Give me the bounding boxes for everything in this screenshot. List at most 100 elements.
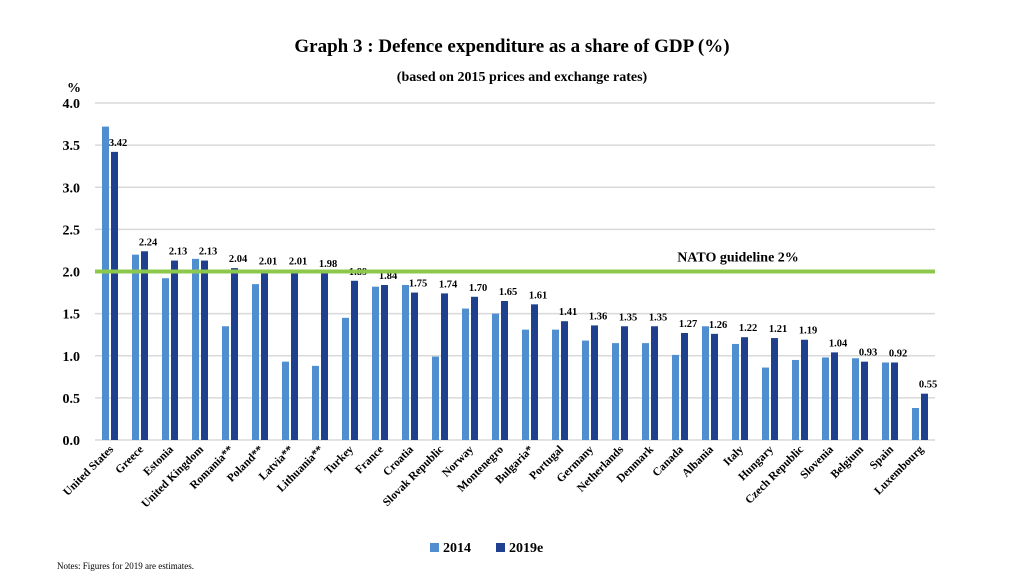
bar-2014 [282, 361, 289, 440]
data-label: 1.84 [379, 271, 398, 282]
data-label: 1.19 [799, 326, 817, 337]
data-label: 1.35 [619, 312, 637, 323]
bar-2019e [621, 326, 628, 440]
bar-2019e [591, 325, 598, 440]
legend-label: 2019e [509, 541, 543, 556]
bar-2019e [681, 333, 688, 440]
x-tick-label: Belgium [829, 443, 867, 481]
bar-2019e [771, 338, 778, 440]
data-label: 1.27 [679, 319, 697, 330]
bar-2019e [501, 300, 508, 440]
y-tick-label: 2.5 [63, 223, 81, 238]
bar-2014 [912, 407, 919, 440]
bar-2014 [762, 367, 769, 440]
data-label: 1.26 [709, 320, 727, 331]
bar-2019e [351, 280, 358, 440]
data-label: 1.65 [499, 287, 517, 298]
data-label: 1.04 [829, 338, 848, 349]
bar-2019e [441, 293, 448, 440]
chart-subtitle: (based on 2015 prices and exchange rates… [396, 70, 648, 85]
bar-2019e [111, 151, 118, 441]
bar-2014 [822, 357, 829, 440]
x-tick-label: Greece [113, 444, 146, 477]
x-tick-label: United States [61, 443, 116, 498]
bar-2014 [612, 343, 619, 440]
data-label: 1.22 [739, 323, 757, 334]
bar-2019e [741, 337, 748, 440]
bar-2014 [792, 359, 799, 440]
y-tick-label: 3.0 [63, 181, 81, 196]
bar-2014 [522, 329, 529, 440]
data-label: 2.24 [139, 237, 158, 248]
bar-2019e [651, 326, 658, 440]
bar-2014 [162, 278, 169, 440]
y-tick-label: 1.0 [63, 350, 81, 365]
bar-2019e [201, 260, 208, 440]
y-tick-label: 0.5 [63, 392, 81, 407]
data-label: 0.55 [919, 380, 937, 391]
nato-guideline-label: NATO guideline 2% [677, 251, 799, 266]
bar-2014 [462, 308, 469, 440]
bar-2014 [702, 326, 709, 440]
bar-2019e [921, 393, 928, 440]
data-label: 3.42 [109, 138, 127, 149]
y-tick-label: 4.0 [63, 97, 81, 112]
bar-2019e [711, 333, 718, 440]
legend-swatch-2019e [496, 543, 505, 552]
bar-2019e [381, 284, 388, 440]
data-label: 1.98 [319, 259, 337, 270]
data-label: 1.75 [409, 279, 427, 290]
data-label: 1.21 [769, 324, 787, 335]
bar-2019e [141, 251, 148, 440]
bar-2019e [171, 260, 178, 440]
bar-2014 [672, 354, 679, 440]
x-tick-label: Italy [721, 443, 746, 468]
bar-2014 [132, 254, 139, 440]
data-label: 1.36 [589, 311, 607, 322]
data-label: 1.35 [649, 312, 667, 323]
bar-2019e [261, 270, 268, 440]
bar-2014 [342, 317, 349, 440]
bar-2014 [192, 258, 199, 440]
bar-2014 [492, 313, 499, 440]
data-label: 1.41 [559, 307, 577, 318]
data-label: 0.93 [859, 348, 877, 359]
y-axis-label: % [67, 81, 81, 96]
bar-2019e [231, 268, 238, 440]
y-tick-label: 0.0 [63, 434, 81, 449]
bar-2014 [882, 362, 889, 440]
bar-2019e [831, 352, 838, 440]
bar-2014 [252, 284, 259, 440]
y-tick-label: 2.0 [63, 266, 81, 281]
bar-2014 [642, 343, 649, 440]
data-label: 1.61 [529, 290, 547, 301]
data-label: 2.13 [169, 247, 187, 258]
data-label: 1.70 [469, 283, 487, 294]
bar-2019e [321, 273, 328, 440]
bar-2019e [291, 270, 298, 440]
bar-2014 [582, 340, 589, 440]
legend-label: 2014 [443, 541, 471, 556]
bar-2014 [312, 365, 319, 440]
data-label: 2.13 [199, 247, 217, 258]
bar-2014 [732, 343, 739, 440]
bar-2014 [402, 284, 409, 440]
data-label: 2.01 [289, 257, 307, 268]
bar-2014 [432, 356, 439, 440]
data-label: 2.04 [229, 254, 248, 265]
bar-2014 [102, 126, 109, 440]
x-tick-label: Canada [651, 443, 687, 479]
bar-2014 [552, 329, 559, 440]
data-label: 2.01 [259, 257, 277, 268]
bar-2019e [801, 339, 808, 440]
chart-notes: Notes: Figures for 2019 are estimates. [57, 561, 194, 571]
x-tick-label: Turkey [323, 443, 357, 477]
chart-title: Graph 3 : Defence expenditure as a share… [294, 36, 730, 57]
bar-2019e [531, 304, 538, 440]
bar-2014 [852, 358, 859, 440]
data-label: 1.74 [439, 279, 458, 290]
y-tick-label: 3.5 [63, 139, 81, 154]
bar-2019e [411, 292, 418, 440]
x-tick-label: Albania [680, 443, 716, 479]
bar-2019e [861, 361, 868, 440]
